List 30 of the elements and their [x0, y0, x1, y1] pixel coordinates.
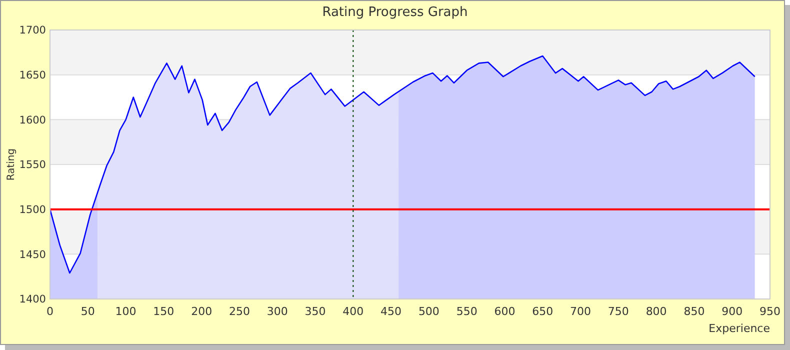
x-tick-label: 550: [456, 305, 478, 318]
x-tick-label: 750: [608, 305, 629, 318]
y-tick-label: 1500: [19, 204, 46, 216]
x-tick-label: 50: [80, 305, 95, 318]
y-tick-label: 1400: [19, 294, 46, 306]
y-tick-label: 1600: [19, 114, 46, 126]
y-tick-label: 1550: [19, 159, 46, 172]
y-axis-title: Rating: [6, 148, 17, 181]
y-tick-label: 1650: [19, 70, 46, 82]
x-tick-label: 900: [722, 305, 743, 318]
y-tick-label: 1450: [19, 248, 46, 261]
x-tick-label: 650: [532, 305, 554, 318]
x-tick-label: 0: [46, 305, 54, 318]
x-tick-label: 300: [266, 305, 288, 318]
x-tick-label: 700: [570, 305, 592, 318]
x-tick-label: 150: [153, 305, 174, 318]
x-tick-label: 450: [380, 305, 402, 318]
x-tick-label: 350: [304, 305, 326, 318]
x-tick-label: 800: [646, 305, 667, 318]
x-tick-label: 100: [115, 305, 136, 318]
x-tick-label: 400: [342, 305, 364, 318]
x-tick-label: 500: [418, 305, 440, 318]
x-axis-title: Experience: [708, 322, 770, 335]
x-tick-label: 850: [684, 305, 705, 318]
chart-title: Rating Progress Graph: [322, 5, 468, 20]
x-tick-label: 950: [760, 305, 780, 318]
y-tick-label: 1700: [19, 24, 46, 37]
x-tick-label: 600: [494, 305, 516, 318]
x-tick-label: 200: [191, 305, 212, 318]
x-tick-label: 250: [228, 305, 250, 318]
